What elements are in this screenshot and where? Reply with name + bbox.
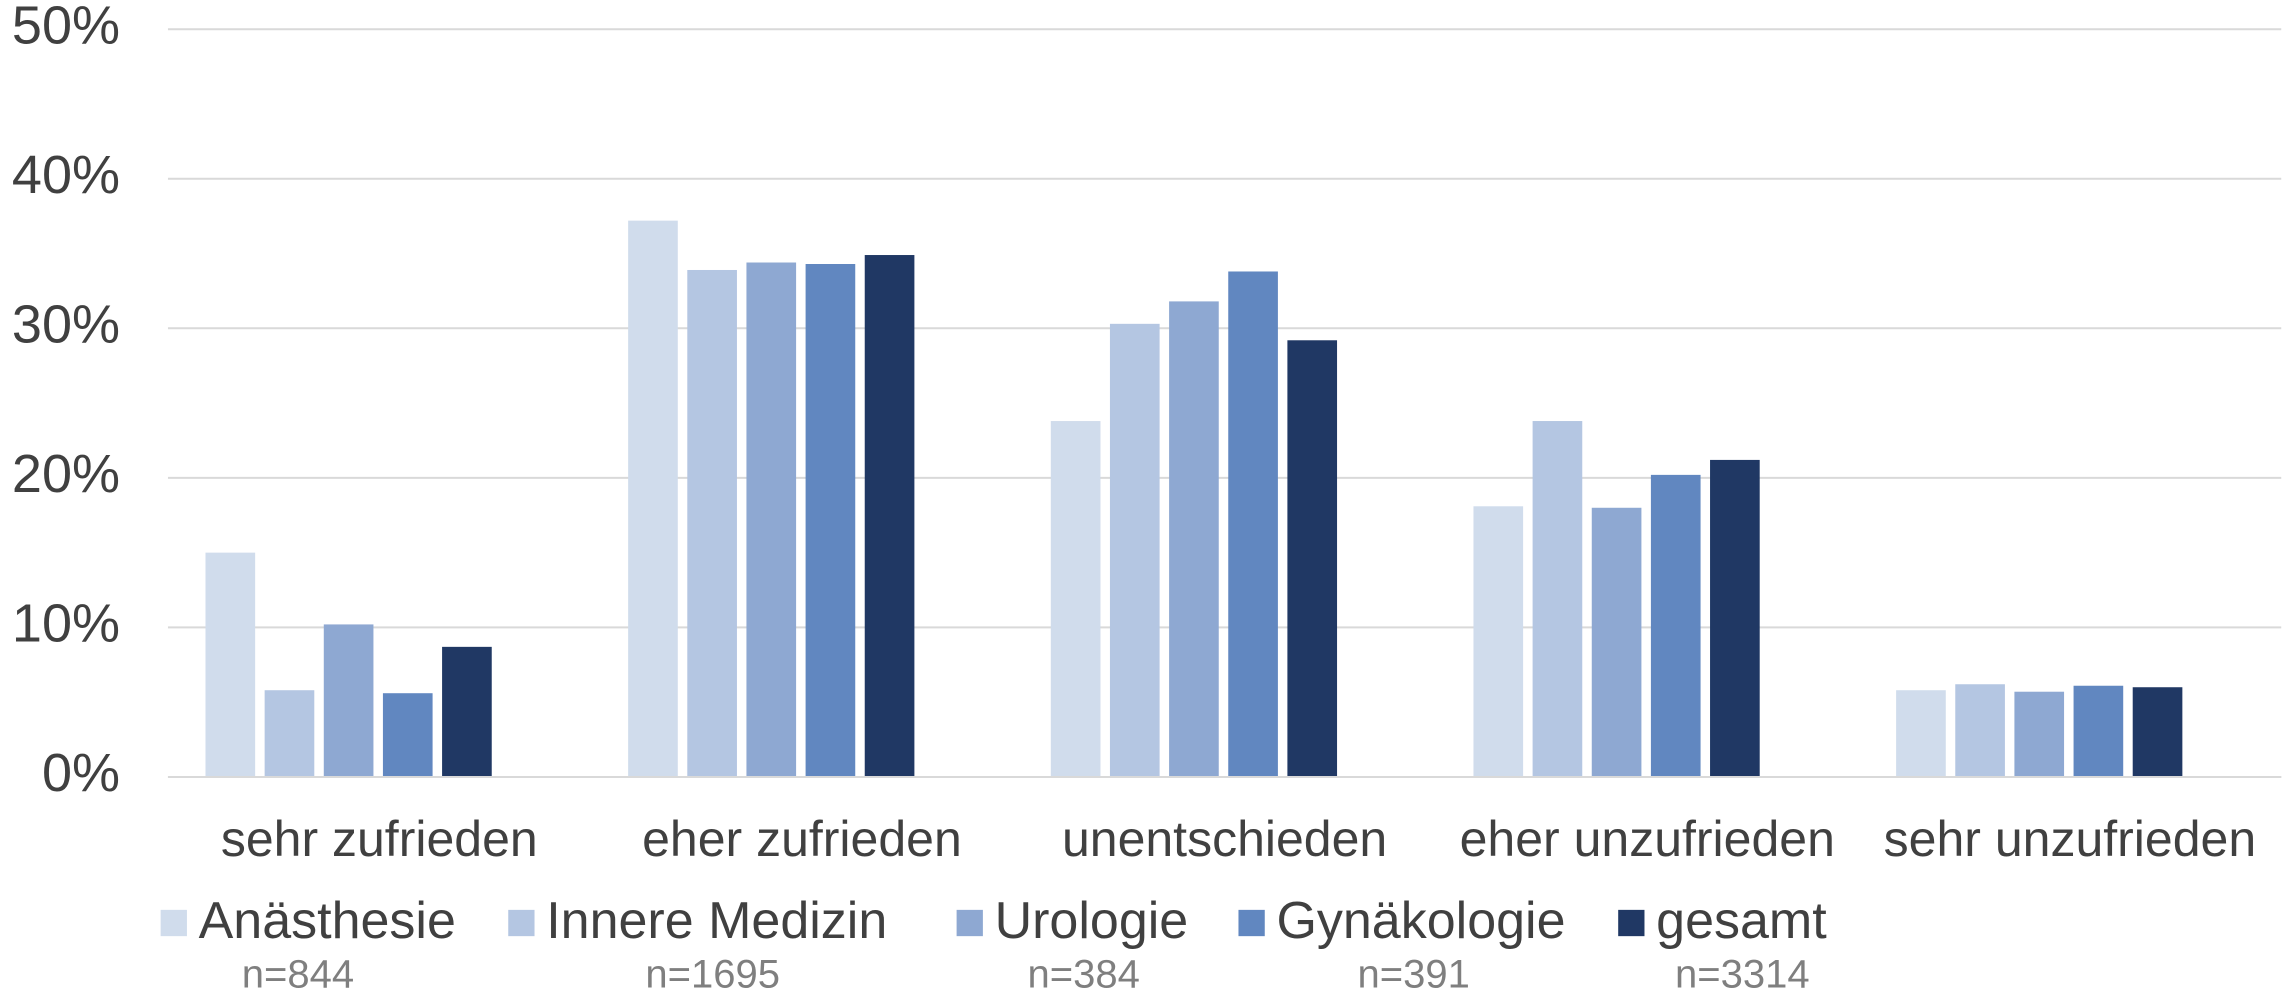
- legend-swatch: [160, 909, 187, 937]
- bar: [1473, 506, 1524, 777]
- bar: [687, 269, 737, 777]
- legend-swatch: [956, 909, 983, 937]
- bar: [264, 690, 315, 777]
- bar: [1710, 459, 1760, 777]
- x-tick-label: sehr unzufrieden: [1884, 811, 2256, 867]
- bar: [864, 255, 915, 777]
- legend-label: Urologie: [995, 892, 1189, 950]
- y-tick-label: 30%: [12, 295, 120, 355]
- y-tick-label: 0%: [42, 743, 120, 803]
- legend-note: n=384: [1027, 953, 1139, 997]
- bar: [1228, 271, 1278, 777]
- legend-label: Gynäkologie: [1276, 892, 1565, 950]
- bar: [1109, 323, 1160, 777]
- bar: [442, 646, 492, 777]
- x-tick-label: eher unzufrieden: [1460, 811, 1835, 867]
- legend-note: n=844: [242, 953, 354, 997]
- bar: [1955, 684, 2005, 777]
- x-tick-label: eher zufrieden: [642, 811, 962, 867]
- legend-swatch: [508, 909, 535, 937]
- bar: [323, 624, 374, 777]
- bar: [1591, 507, 1642, 777]
- legend-swatch: [1238, 909, 1265, 937]
- x-tick-label: sehr zufrieden: [221, 811, 538, 867]
- bar: [746, 262, 797, 777]
- bar: [1650, 474, 1701, 777]
- y-tick-label: 40%: [12, 145, 120, 205]
- bar: [2014, 691, 2065, 777]
- legend-label: gesamt: [1656, 892, 1827, 950]
- bar: [1896, 690, 1946, 777]
- legend-note: n=391: [1358, 953, 1470, 997]
- bar: [1050, 421, 1101, 777]
- x-tick-label: unentschieden: [1062, 811, 1387, 867]
- bar: [1532, 421, 1583, 777]
- legend-label: Innere Medizin: [546, 892, 887, 950]
- bar: [1287, 340, 1338, 777]
- legend-label: Anästhesie: [199, 892, 456, 950]
- bar: [628, 220, 678, 777]
- bar: [805, 264, 856, 777]
- bar: [382, 693, 433, 777]
- bar: [2073, 685, 2124, 777]
- bar: [205, 552, 256, 777]
- legend-note: n=1695: [645, 953, 780, 997]
- y-tick-label: 20%: [12, 444, 120, 504]
- legend-swatch: [1618, 909, 1645, 937]
- bar: [1169, 301, 1219, 777]
- y-tick-label: 50%: [12, 0, 120, 55]
- bar: [2132, 687, 2183, 777]
- legend-note: n=3314: [1675, 953, 1810, 997]
- y-tick-label: 10%: [12, 594, 120, 654]
